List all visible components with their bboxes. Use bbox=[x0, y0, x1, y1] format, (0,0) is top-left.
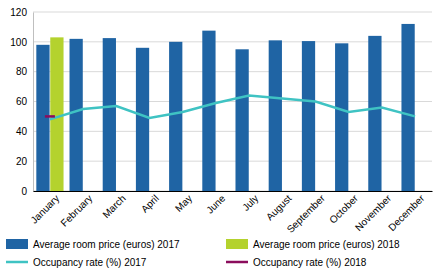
chart: 0 20 40 60 80 100 120 JanuaryFebruaryMarch April… bbox=[0, 0, 442, 272]
legend-swatch bbox=[6, 261, 28, 264]
y-tick-label: 60 bbox=[16, 96, 28, 107]
bar bbox=[70, 39, 83, 191]
bar bbox=[202, 31, 215, 191]
y-tick: 100 bbox=[10, 37, 33, 48]
legend-label: Average room price (euros) 2017 bbox=[33, 239, 180, 250]
x-tick-label: May bbox=[173, 193, 194, 214]
x-tick: April bbox=[139, 191, 161, 215]
y-axis: 0 20 40 60 80 100 120 bbox=[10, 7, 33, 197]
x-tick: December bbox=[386, 191, 427, 233]
y-tick: 40 bbox=[16, 126, 33, 137]
x-tick-label: December bbox=[386, 192, 427, 233]
y-tick-label: 40 bbox=[16, 126, 28, 137]
x-tick-label: June bbox=[204, 192, 227, 215]
x-tick: October bbox=[327, 191, 360, 226]
legend-item: Occupancy rate (%) 2017 bbox=[6, 257, 147, 268]
y-tick: 20 bbox=[16, 156, 33, 167]
x-tick-label: September bbox=[285, 192, 328, 235]
y-tick-label: 120 bbox=[10, 7, 27, 18]
bar bbox=[136, 48, 149, 191]
y-axis-line bbox=[33, 13, 34, 192]
bar bbox=[302, 41, 315, 191]
bar bbox=[368, 36, 381, 191]
x-tick: February bbox=[58, 191, 94, 229]
x-tick-label: August bbox=[264, 192, 294, 222]
y-tick: 120 bbox=[10, 7, 33, 18]
legend-swatch bbox=[226, 239, 248, 249]
bar bbox=[335, 43, 348, 191]
legend-swatch bbox=[6, 239, 28, 249]
legend-label: Occupancy rate (%) 2018 bbox=[253, 257, 367, 268]
x-tick: March bbox=[100, 191, 127, 220]
grid bbox=[33, 12, 432, 191]
x-tick-label: February bbox=[58, 193, 94, 229]
legend-swatch bbox=[226, 261, 248, 264]
x-tick: January bbox=[28, 191, 61, 226]
bar bbox=[36, 45, 49, 191]
x-tick: May bbox=[173, 191, 194, 214]
grid-line bbox=[33, 12, 432, 13]
legend-item: Average room price (euros) 2018 bbox=[226, 239, 400, 250]
legend-label: Occupancy rate (%) 2017 bbox=[33, 257, 147, 268]
y-tick-label: 0 bbox=[21, 186, 27, 197]
x-tick-label: April bbox=[139, 193, 161, 215]
x-tick-label: March bbox=[100, 193, 127, 220]
y-tick: 0 bbox=[21, 186, 33, 197]
line-marker bbox=[45, 115, 55, 118]
x-axis: JanuaryFebruaryMarch April May June JulyAugu… bbox=[28, 191, 432, 235]
legend: Average room price (euros) 2017 Average r… bbox=[6, 239, 400, 268]
bar bbox=[401, 24, 414, 191]
y-tick-label: 100 bbox=[10, 37, 27, 48]
x-tick: August bbox=[264, 191, 294, 222]
x-tick: June bbox=[204, 191, 227, 216]
legend-item: Average room price (euros) 2017 bbox=[6, 239, 180, 250]
x-tick: September bbox=[285, 191, 328, 235]
x-tick-label: January bbox=[28, 193, 61, 226]
x-axis-line bbox=[34, 191, 433, 192]
y-tick: 60 bbox=[16, 96, 33, 107]
x-tick-label: July bbox=[240, 193, 260, 213]
legend-item: Occupancy rate (%) 2018 bbox=[226, 257, 367, 268]
bar bbox=[169, 42, 182, 191]
bar bbox=[50, 37, 63, 191]
bar bbox=[235, 49, 248, 191]
x-tick: July bbox=[240, 191, 260, 213]
y-tick: 80 bbox=[16, 66, 33, 77]
x-tick-label: October bbox=[327, 192, 360, 225]
bar bbox=[269, 40, 282, 191]
legend-label: Average room price (euros) 2018 bbox=[253, 239, 400, 250]
line bbox=[50, 96, 415, 120]
marks bbox=[36, 24, 415, 191]
bar bbox=[103, 38, 116, 191]
y-tick-label: 20 bbox=[16, 156, 28, 167]
y-tick-label: 80 bbox=[16, 66, 28, 77]
